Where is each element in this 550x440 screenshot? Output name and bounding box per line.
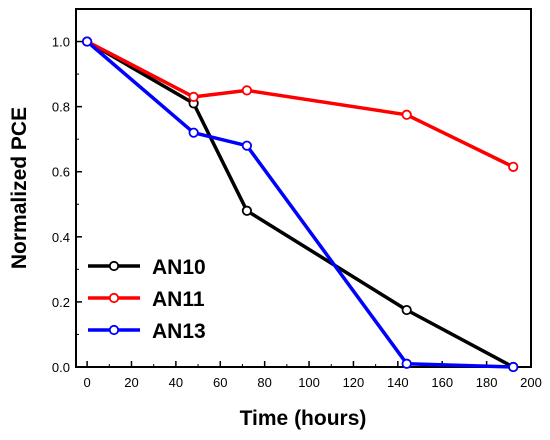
data-point-an13 <box>508 361 519 373</box>
legend: AN10 AN11 AN13 <box>88 256 206 343</box>
x-tick-label: 40 <box>169 375 183 390</box>
plot-frame <box>75 8 532 368</box>
data-point-an13 <box>241 140 253 151</box>
data-point-an13 <box>401 358 412 369</box>
legend-label: AN11 <box>152 288 205 311</box>
data-point-an13 <box>81 36 93 47</box>
y-tick-label: 0.6 <box>52 165 70 180</box>
y-tick-label: 0.0 <box>52 360 70 375</box>
x-tick-label: 200 <box>520 375 542 390</box>
x-tick-label: 20 <box>124 375 138 390</box>
data-series <box>81 36 519 373</box>
x-tick-label: 0 <box>83 375 90 390</box>
series-line-an10 <box>86 39 515 369</box>
data-point-an11 <box>508 161 519 172</box>
y-tick-label: 0.8 <box>52 100 70 115</box>
x-tick-label: 60 <box>213 375 227 390</box>
x-tick-label: 120 <box>343 375 365 390</box>
x-tick-label: 80 <box>257 375 271 390</box>
y-tick-label: 0.2 <box>52 295 70 310</box>
x-tick-label: 140 <box>387 375 409 390</box>
data-point-an10 <box>241 205 253 216</box>
legend-label: AN10 <box>152 256 206 279</box>
y-tick-label: 1.0 <box>52 35 70 50</box>
axis-ticks: 0 20 40 60 80 100 120 140 160 180 200 0.0 0.2 0.4 0.6 0… <box>52 35 542 390</box>
y-axis-title: Normalized PCE <box>8 107 31 269</box>
x-tick-label: 180 <box>476 375 498 390</box>
legend-marker <box>108 292 120 304</box>
y-tick-label: 0.4 <box>52 230 70 245</box>
series-line-an13 <box>85 40 514 369</box>
data-point-an11 <box>188 91 199 102</box>
legend-marker <box>108 260 120 272</box>
data-point-an11 <box>401 109 412 120</box>
x-axis-title: Time (hours) <box>240 407 367 430</box>
legend-label: AN13 <box>152 320 206 343</box>
x-tick-label: 100 <box>298 375 320 390</box>
legend-marker <box>108 324 120 336</box>
series-line-an11 <box>86 39 514 169</box>
x-tick-label: 160 <box>431 375 453 390</box>
data-point-an13 <box>188 127 199 138</box>
data-point-an10 <box>401 304 412 316</box>
data-point-an11 <box>241 85 253 96</box>
